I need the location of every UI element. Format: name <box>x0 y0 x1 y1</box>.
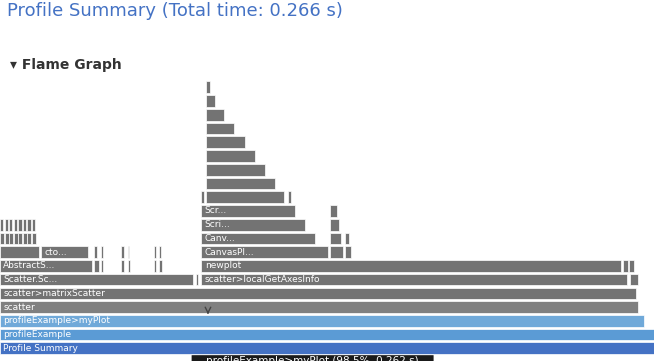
Bar <box>18 219 22 231</box>
Bar <box>206 164 265 175</box>
Bar <box>206 109 224 121</box>
Bar <box>201 232 315 244</box>
Text: scatter>matrixScatter: scatter>matrixScatter <box>3 289 105 298</box>
Bar <box>201 219 305 231</box>
Bar <box>5 232 9 244</box>
Bar <box>0 260 92 272</box>
Bar <box>5 219 8 231</box>
Bar <box>27 232 31 244</box>
Bar <box>9 219 12 231</box>
Bar <box>330 219 339 231</box>
Bar <box>330 205 337 217</box>
Bar <box>206 123 234 134</box>
Text: profileExample: profileExample <box>3 330 71 339</box>
Bar <box>18 232 22 244</box>
Bar <box>0 232 4 244</box>
Text: scatter: scatter <box>3 303 35 312</box>
Bar <box>27 219 31 231</box>
Bar <box>206 178 275 189</box>
Bar <box>0 301 638 313</box>
Bar <box>201 205 295 217</box>
Bar <box>0 315 644 327</box>
Bar <box>201 260 621 272</box>
Bar <box>201 246 328 258</box>
Text: AbstractS...: AbstractS... <box>3 261 56 270</box>
Bar <box>101 246 103 258</box>
Text: Scatter.Sc...: Scatter.Sc... <box>3 275 58 284</box>
Bar <box>206 95 215 107</box>
Bar <box>14 219 17 231</box>
Text: Profile Summary: Profile Summary <box>3 344 78 353</box>
Text: CanvasPl...: CanvasPl... <box>205 248 254 257</box>
Text: Canv...: Canv... <box>205 234 235 243</box>
Text: newplot: newplot <box>205 261 241 270</box>
Bar <box>201 274 627 286</box>
Bar <box>32 219 35 231</box>
Bar <box>32 232 36 244</box>
Bar <box>154 260 156 272</box>
Bar <box>0 329 654 340</box>
Text: profileExample>myPlot (98.5%, 0.262 s): profileExample>myPlot (98.5%, 0.262 s) <box>206 356 419 361</box>
Bar <box>330 232 341 244</box>
Bar <box>23 232 27 244</box>
Bar <box>206 150 255 162</box>
Bar <box>206 136 245 148</box>
Bar <box>14 232 18 244</box>
Bar <box>623 260 628 272</box>
Bar <box>159 260 162 272</box>
Bar <box>159 246 161 258</box>
Bar <box>94 260 99 272</box>
Text: ▾ Flame Graph: ▾ Flame Graph <box>10 58 122 72</box>
Text: scatter>localGetAxesInfo: scatter>localGetAxesInfo <box>205 275 320 284</box>
Text: Scr...: Scr... <box>205 206 227 216</box>
Text: profileExample>myPlot: profileExample>myPlot <box>3 316 111 325</box>
Bar <box>94 246 97 258</box>
Bar <box>201 191 204 203</box>
Bar <box>41 246 88 258</box>
FancyBboxPatch shape <box>192 355 434 361</box>
Bar <box>0 274 193 286</box>
Bar <box>288 191 291 203</box>
Bar <box>121 246 124 258</box>
Bar <box>101 260 103 272</box>
Bar <box>330 246 343 258</box>
Bar <box>128 246 129 258</box>
Text: Scri...: Scri... <box>205 220 230 229</box>
Bar <box>121 260 124 272</box>
Text: cto...: cto... <box>44 248 67 257</box>
Bar <box>0 343 654 354</box>
Bar <box>345 246 351 258</box>
Bar <box>0 246 39 258</box>
Text: Profile Summary (Total time: 0.266 s): Profile Summary (Total time: 0.266 s) <box>7 2 343 20</box>
Bar <box>0 287 636 299</box>
Bar <box>196 274 198 286</box>
Bar <box>9 232 13 244</box>
Bar <box>345 232 349 244</box>
Bar <box>23 219 26 231</box>
Bar <box>206 82 210 93</box>
Bar <box>630 274 638 286</box>
Bar <box>629 260 634 272</box>
Bar <box>0 219 3 231</box>
Bar <box>206 191 284 203</box>
Bar <box>128 260 130 272</box>
Bar <box>154 246 156 258</box>
